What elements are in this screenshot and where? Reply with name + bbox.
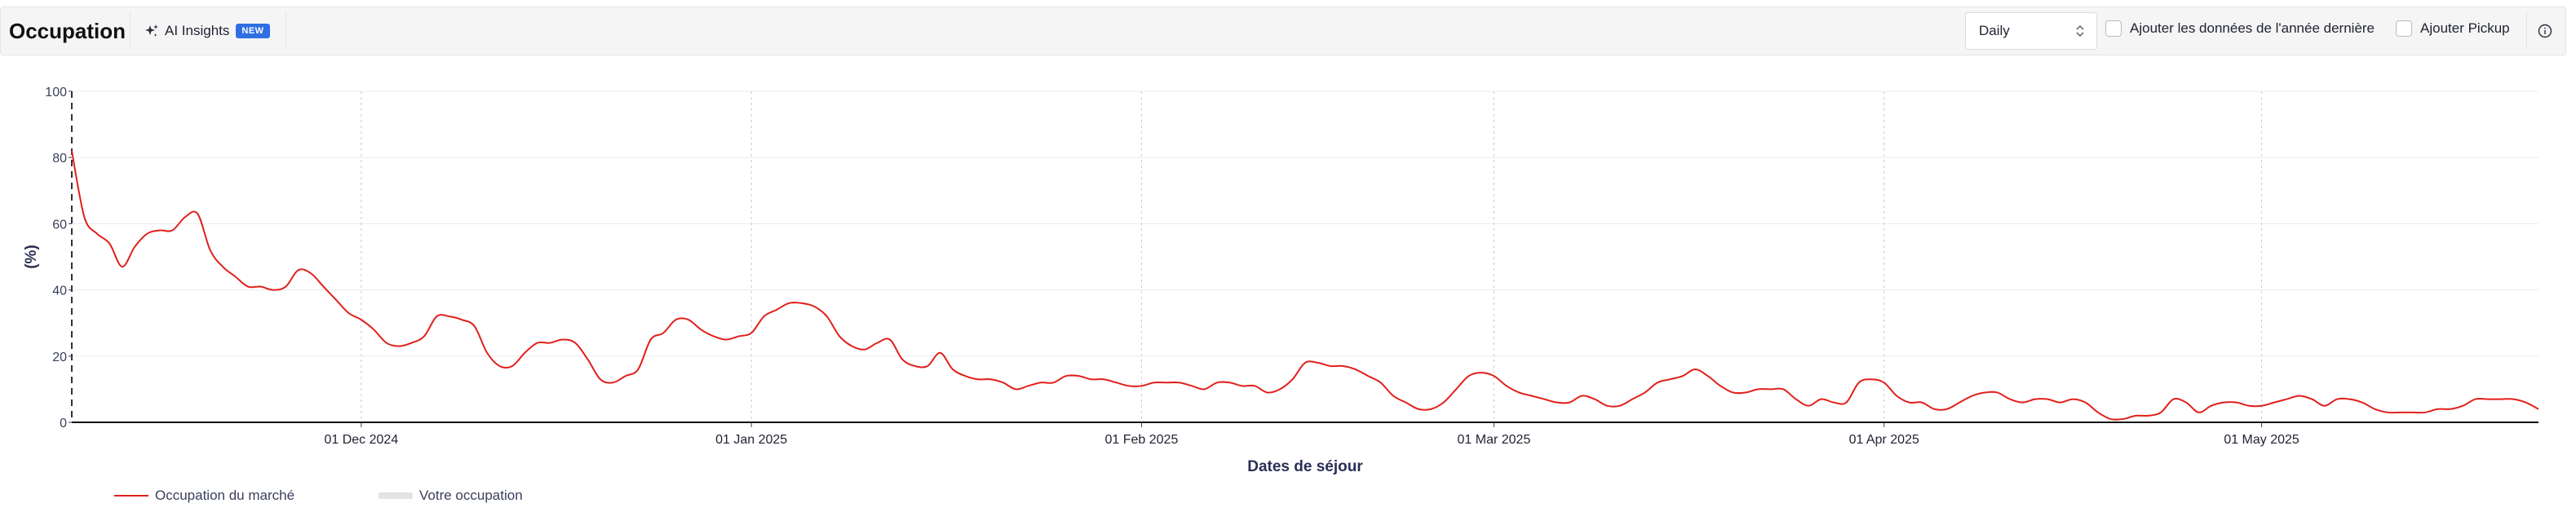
y-tick-label: 80	[52, 152, 67, 166]
y-tick-label: 60	[52, 218, 67, 232]
pickup-checkbox[interactable]	[2396, 20, 2412, 37]
series-line-market-occupation	[71, 150, 2539, 421]
legend-yours-label: Votre occupation	[419, 488, 523, 503]
last-year-label: Ajouter les données de l'année dernière	[2130, 20, 2375, 36]
last-year-toggle[interactable]: Ajouter les données de l'année dernière	[2105, 20, 2375, 37]
y-tick-label: 20	[52, 351, 67, 364]
x-tick-label: 01 Dec 2024	[324, 433, 398, 447]
occupation-chart: 0 20 40 60 80 100 01 Dec 2024 01 Jan 2025 01 Feb…	[23, 86, 2539, 475]
y-tick-label: 100	[45, 86, 67, 99]
legend-yours-swatch	[378, 492, 413, 499]
legend-market-label: Occupation du marché	[155, 488, 295, 503]
ai-insights-button[interactable]: AI Insights NEW	[130, 12, 286, 50]
chevron-updown-icon	[2076, 24, 2084, 38]
x-tick-label: 01 May 2025	[2224, 433, 2299, 447]
last-year-checkbox[interactable]	[2105, 20, 2122, 37]
y-tick-label: 40	[52, 285, 67, 298]
legend-market-swatch	[114, 495, 148, 497]
info-icon	[2538, 24, 2552, 38]
ai-insights-label: AI Insights	[165, 23, 230, 38]
chart-header: Occupation AI Insights NEW Daily Ajouter…	[0, 7, 2566, 55]
granularity-value: Daily	[1979, 23, 2010, 38]
legend-yours[interactable]: Votre occupation	[378, 488, 523, 504]
new-badge: NEW	[236, 24, 270, 38]
x-tick-label: 01 Apr 2025	[1849, 433, 1919, 447]
legend-market[interactable]: Occupation du marché	[114, 488, 294, 504]
x-axis-title: Dates de séjour	[1247, 458, 1363, 475]
pickup-label: Ajouter Pickup	[2420, 20, 2510, 36]
y-tick-label: 0	[60, 417, 67, 430]
granularity-select[interactable]: Daily	[1965, 12, 2097, 50]
pickup-toggle[interactable]: Ajouter Pickup	[2396, 20, 2510, 37]
sparkle-icon	[145, 24, 158, 37]
x-tick-label: 01 Mar 2025	[1458, 433, 1531, 447]
info-button[interactable]	[2526, 12, 2562, 50]
x-tick-label: 01 Feb 2025	[1104, 433, 1178, 447]
y-axis-title: (%)	[23, 245, 40, 269]
x-tick-label: 01 Jan 2025	[715, 433, 787, 447]
page-title: Occupation	[9, 19, 126, 43]
